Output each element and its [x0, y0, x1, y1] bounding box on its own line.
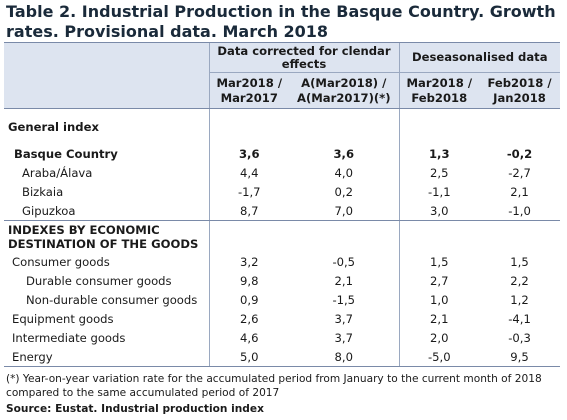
- cell: -0,2: [506, 146, 533, 161]
- table-row: Energy 5,0 8,0 -5,0 9,5: [4, 347, 561, 367]
- cell: 3,6: [333, 146, 355, 161]
- header-col-4: Feb2018 / Jan2018: [479, 72, 561, 109]
- cell: -2,7: [508, 165, 531, 180]
- source-note: Source: Eustat. Industrial production in…: [6, 403, 264, 415]
- cell: 7,0: [289, 201, 400, 221]
- row-label: Energy: [4, 347, 209, 367]
- cell: 9,5: [479, 347, 561, 367]
- header-group-calendar: Data corrected for clendar effects: [208, 42, 400, 73]
- header-row-periods: Mar2018 / Mar2017 A(Mar2018) / A(Mar2017…: [4, 72, 561, 109]
- cell: -1,5: [332, 292, 356, 307]
- header-col-1: Mar2018 / Mar2017: [208, 72, 289, 109]
- cell: 4,4: [208, 163, 289, 182]
- row-label: Basque Country: [14, 146, 118, 161]
- cell: 1,5: [398, 252, 480, 271]
- header-empty-cell: [4, 72, 209, 109]
- row-label: Bizkaia: [22, 184, 64, 199]
- cell: 2,1: [510, 184, 529, 199]
- cell: 9,8: [208, 271, 289, 290]
- section-row: INDEXES BY ECONOMIC DESTINATION OF THE G…: [4, 220, 560, 252]
- cell: -1,0: [479, 201, 561, 221]
- section-general-index: General index: [8, 119, 99, 134]
- table-row: Bizkaia -1,7 0,2 -1,1 2,1: [4, 182, 560, 201]
- cell: 2,2: [510, 273, 529, 288]
- table-row: Consumer goods 3,2 -0,5 1,5 1,5: [4, 252, 560, 271]
- row-label: Non-durable consumer goods: [26, 292, 198, 307]
- table-row: Durable consumer goods 9,8 2,1 2,7 2,2: [4, 271, 560, 290]
- section-row: General index: [4, 117, 560, 136]
- cell: 0,2: [334, 184, 353, 199]
- table-row: Gipuzkoa 8,7 7,0 3,0 -1,0: [4, 201, 561, 221]
- cell: -1,7: [208, 182, 289, 201]
- cell: -0,5: [332, 254, 356, 269]
- cell: 1,3: [398, 144, 480, 163]
- cell: 2,7: [398, 271, 480, 290]
- cell: 2,1: [334, 273, 353, 288]
- cell: 1,0: [398, 290, 480, 309]
- cell: 1,2: [510, 292, 529, 307]
- row-label: Intermediate goods: [12, 330, 126, 345]
- cell: 4,0: [334, 165, 353, 180]
- cell: 3,2: [208, 252, 289, 271]
- row-label: Araba/Álava: [22, 165, 93, 180]
- section-economic-destination: INDEXES BY ECONOMIC DESTINATION OF THE G…: [8, 222, 199, 251]
- header-empty-cell: [4, 42, 209, 73]
- row-label: Gipuzkoa: [4, 201, 209, 221]
- cell: 2,6: [208, 309, 289, 328]
- cell: 3,0: [398, 201, 480, 221]
- cell: 3,6: [208, 144, 289, 163]
- header-col-3: Mar2018 / Feb2018: [398, 72, 480, 109]
- cell: 2,5: [398, 163, 480, 182]
- cell: 0,9: [208, 290, 289, 309]
- cell: -1,1: [398, 182, 480, 201]
- footnote: (*) Year-on-year variation rate for the …: [6, 373, 542, 399]
- cell: 2,0: [398, 328, 480, 347]
- row-label: Equipment goods: [12, 311, 114, 326]
- cell: 8,7: [208, 201, 289, 221]
- row-label: Consumer goods: [12, 254, 110, 269]
- table-title: Table 2. Industrial Production in the Ba…: [6, 2, 556, 41]
- cell: -4,1: [508, 311, 531, 326]
- header-col-2: A(Mar2018) / A(Mar2017)(*): [289, 72, 400, 109]
- table-row: Non-durable consumer goods 0,9 -1,5 1,0 …: [4, 290, 560, 309]
- table-row: Equipment goods 2,6 3,7 2,1 -4,1: [4, 309, 560, 328]
- cell: 3,7: [334, 311, 353, 326]
- cell: 8,0: [289, 347, 400, 367]
- cell: -5,0: [398, 347, 480, 367]
- data-table: Data corrected for clendar effects Desea…: [4, 42, 561, 367]
- table-row: Araba/Álava 4,4 4,0 2,5 -2,7: [4, 163, 560, 182]
- cell: 4,6: [208, 328, 289, 347]
- cell: 3,7: [334, 330, 353, 345]
- row-label: Durable consumer goods: [26, 273, 172, 288]
- table-row: Intermediate goods 4,6 3,7 2,0 -0,3: [4, 328, 560, 347]
- table-row: Basque Country 3,6 3,6 1,3 -0,2: [4, 144, 560, 163]
- cell: 1,5: [510, 254, 529, 269]
- cell: 5,0: [208, 347, 289, 367]
- cell: 2,1: [398, 309, 480, 328]
- cell: -0,3: [508, 330, 531, 345]
- header-group-deseasonalised: Deseasonalised data: [398, 42, 561, 73]
- header-row-groups: Data corrected for clendar effects Desea…: [4, 42, 561, 73]
